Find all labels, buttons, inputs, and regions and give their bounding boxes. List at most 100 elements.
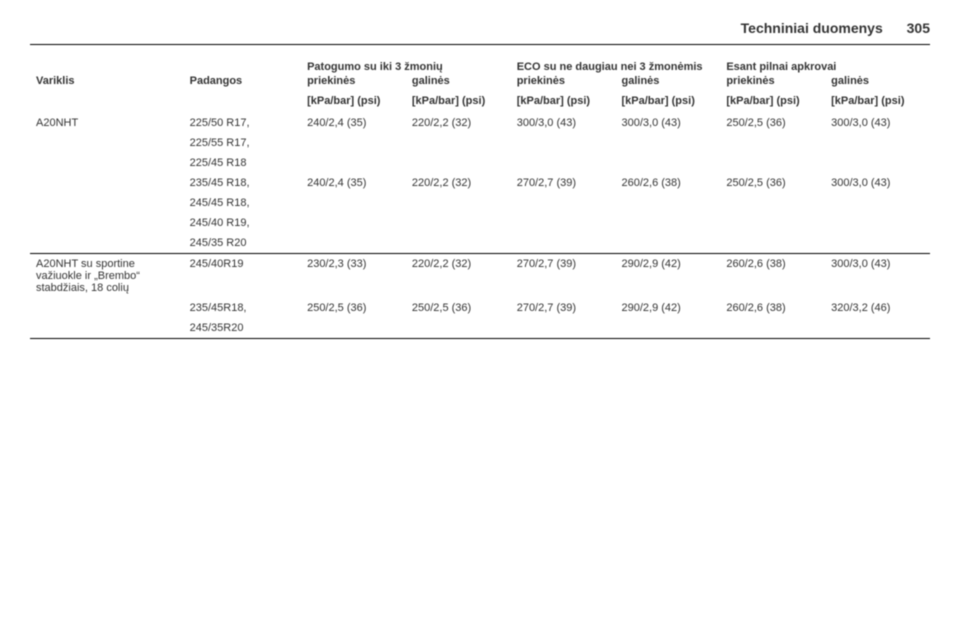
cell-v6	[825, 153, 930, 173]
cell-v5	[720, 318, 825, 339]
cell-v4	[616, 153, 721, 173]
unit-3: [kPa/bar] (psi)	[511, 91, 616, 113]
cell-v2	[406, 153, 511, 173]
col-front-3: priekinės	[720, 75, 825, 91]
cell-v6: 300/3,0 (43)	[825, 173, 930, 193]
header-title: Techniniai duomenys	[741, 20, 883, 36]
cell-v3: 270/2,7 (39)	[511, 254, 616, 299]
cell-v5	[720, 213, 825, 233]
group-header-full: Esant pilnai apkrovai	[720, 57, 930, 75]
cell-tyre: 225/45 R18	[184, 153, 301, 173]
cell-v3: 300/3,0 (43)	[511, 113, 616, 133]
cell-engine	[30, 213, 184, 233]
cell-v6	[825, 133, 930, 153]
group-header-eco: ECO su ne daugiau nei 3 žmonėmis	[511, 57, 721, 75]
cell-tyre: 245/35R20	[184, 318, 301, 339]
cell-v2	[406, 193, 511, 213]
unit-2: [kPa/bar] (psi)	[406, 91, 511, 113]
cell-v4: 290/2,9 (42)	[616, 254, 721, 299]
col-rear-2: galinės	[616, 75, 721, 91]
table-row: 225/55 R17,	[30, 133, 930, 153]
cell-v3	[511, 233, 616, 254]
col-front-1: priekinės	[301, 75, 406, 91]
cell-v1: 240/2,4 (35)	[301, 173, 406, 193]
cell-v2: 220/2,2 (32)	[406, 113, 511, 133]
table-row: 235/45 R18,240/2,4 (35)220/2,2 (32)270/2…	[30, 173, 930, 193]
cell-engine	[30, 173, 184, 193]
cell-v3	[511, 153, 616, 173]
cell-v4	[616, 233, 721, 254]
cell-tyre: 245/35 R20	[184, 233, 301, 254]
cell-v1: 230/2,3 (33)	[301, 254, 406, 299]
unit-5: [kPa/bar] (psi)	[720, 91, 825, 113]
cell-v1	[301, 318, 406, 339]
unit-6: [kPa/bar] (psi)	[825, 91, 930, 113]
cell-v3	[511, 318, 616, 339]
cell-v2	[406, 133, 511, 153]
cell-v3: 270/2,7 (39)	[511, 298, 616, 318]
cell-v3	[511, 213, 616, 233]
table-group-header-row: Patogumo su iki 3 žmonių ECO su ne daugi…	[30, 57, 930, 75]
cell-v4	[616, 318, 721, 339]
cell-v5	[720, 133, 825, 153]
cell-v1: 240/2,4 (35)	[301, 113, 406, 133]
cell-v5	[720, 233, 825, 254]
cell-v4	[616, 193, 721, 213]
cell-tyre: 245/45 R18,	[184, 193, 301, 213]
cell-v3	[511, 133, 616, 153]
cell-v3: 270/2,7 (39)	[511, 173, 616, 193]
cell-v6: 300/3,0 (43)	[825, 113, 930, 133]
group-header-comfort: Patogumo su iki 3 žmonių	[301, 57, 511, 75]
cell-v4: 260/2,6 (38)	[616, 173, 721, 193]
cell-tyre: 245/40 R19,	[184, 213, 301, 233]
table-row: 245/35R20	[30, 318, 930, 339]
cell-v6	[825, 318, 930, 339]
col-front-2: priekinės	[511, 75, 616, 91]
cell-engine	[30, 153, 184, 173]
cell-tyre: 225/50 R17,	[184, 113, 301, 133]
cell-engine	[30, 318, 184, 339]
col-engine: Variklis	[30, 75, 184, 91]
cell-v1	[301, 193, 406, 213]
cell-v1	[301, 213, 406, 233]
cell-engine	[30, 298, 184, 318]
cell-v4: 300/3,0 (43)	[616, 113, 721, 133]
cell-v2	[406, 213, 511, 233]
table-row: A20NHT su sportine važiuokle ir „Brembo“…	[30, 254, 930, 299]
cell-v3	[511, 193, 616, 213]
cell-v6	[825, 213, 930, 233]
table-unit-row: [kPa/bar] (psi) [kPa/bar] (psi) [kPa/bar…	[30, 91, 930, 113]
cell-v4	[616, 213, 721, 233]
cell-v6: 320/3,2 (46)	[825, 298, 930, 318]
cell-v1	[301, 153, 406, 173]
cell-v1	[301, 133, 406, 153]
cell-tyre: 225/55 R17,	[184, 133, 301, 153]
cell-v5: 250/2,5 (36)	[720, 113, 825, 133]
cell-v5	[720, 193, 825, 213]
col-rear-3: galinės	[825, 75, 930, 91]
cell-tyre: 235/45R18,	[184, 298, 301, 318]
cell-v5: 250/2,5 (36)	[720, 173, 825, 193]
cell-v6: 300/3,0 (43)	[825, 254, 930, 299]
cell-tyre: 245/40R19	[184, 254, 301, 299]
cell-v2: 220/2,2 (32)	[406, 254, 511, 299]
cell-v4: 290/2,9 (42)	[616, 298, 721, 318]
cell-v2: 220/2,2 (32)	[406, 173, 511, 193]
col-tyres: Padangos	[184, 75, 301, 91]
table-row: A20NHT225/50 R17,240/2,4 (35)220/2,2 (32…	[30, 113, 930, 133]
cell-v5	[720, 153, 825, 173]
table-body: A20NHT225/50 R17,240/2,4 (35)220/2,2 (32…	[30, 113, 930, 339]
cell-v6	[825, 193, 930, 213]
cell-v1: 250/2,5 (36)	[301, 298, 406, 318]
cell-v6	[825, 233, 930, 254]
table-row: 225/45 R18	[30, 153, 930, 173]
col-rear-1: galinės	[406, 75, 511, 91]
cell-v4	[616, 133, 721, 153]
cell-v2: 250/2,5 (36)	[406, 298, 511, 318]
unit-1: [kPa/bar] (psi)	[301, 91, 406, 113]
cell-engine	[30, 133, 184, 153]
table-row: 245/35 R20	[30, 233, 930, 254]
table-row: 245/40 R19,	[30, 213, 930, 233]
cell-v5: 260/2,6 (38)	[720, 254, 825, 299]
table-row: 245/45 R18,	[30, 193, 930, 213]
